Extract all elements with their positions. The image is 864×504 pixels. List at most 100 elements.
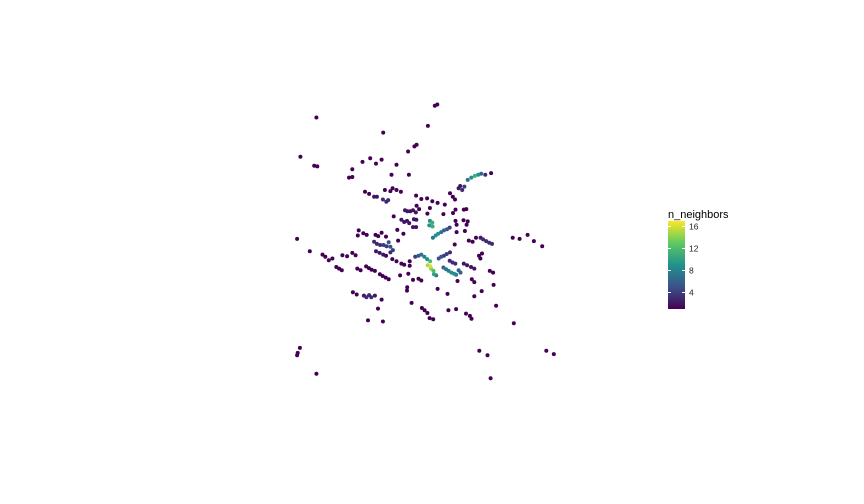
data-point: [367, 191, 372, 196]
data-point: [435, 102, 440, 107]
data-point: [377, 250, 382, 255]
data-point: [386, 240, 391, 245]
data-point: [453, 207, 458, 212]
data-point: [452, 242, 457, 247]
data-point: [465, 219, 470, 224]
data-point: [406, 271, 411, 276]
data-point: [389, 172, 394, 177]
data-point: [469, 265, 473, 269]
data-point: [395, 227, 400, 232]
data-point: [427, 223, 432, 228]
data-point: [540, 244, 545, 249]
data-point: [347, 175, 351, 180]
legend-tick-label: 12: [689, 244, 699, 254]
data-point: [453, 197, 457, 202]
data-point: [405, 288, 409, 293]
data-point: [414, 142, 419, 147]
data-point: [491, 270, 496, 275]
data-point: [464, 222, 469, 227]
data-point: [487, 268, 492, 273]
data-point: [407, 263, 412, 268]
data-point: [490, 241, 494, 246]
data-point: [489, 171, 494, 176]
data-point: [425, 311, 430, 315]
data-point: [476, 172, 481, 177]
data-point: [425, 257, 430, 262]
data-point: [481, 237, 486, 242]
data-point: [391, 214, 396, 219]
data-point: [484, 239, 489, 244]
data-point: [419, 306, 424, 310]
data-point: [474, 235, 478, 240]
data-point: [315, 164, 320, 169]
data-point: [394, 162, 399, 167]
data-point: [465, 263, 470, 268]
legend-tick-label: 4: [689, 288, 694, 298]
data-point: [453, 261, 458, 266]
data-point: [361, 231, 366, 236]
data-point: [398, 273, 403, 278]
data-point: [517, 236, 522, 241]
data-point: [414, 225, 419, 230]
data-point: [430, 224, 435, 229]
data-point: [368, 156, 373, 161]
data-point: [405, 285, 410, 290]
data-point: [364, 295, 369, 300]
data-point: [405, 209, 410, 214]
data-point: [445, 227, 449, 232]
data-point: [355, 233, 360, 238]
data-point: [453, 218, 458, 223]
data-point: [407, 259, 412, 264]
data-point: [472, 294, 477, 299]
data-point: [376, 306, 380, 311]
data-point: [479, 289, 484, 294]
data-point: [448, 191, 452, 196]
data-point: [454, 307, 459, 312]
data-point: [485, 353, 490, 358]
data-point: [454, 222, 459, 227]
data-point: [380, 274, 385, 278]
data-point: [451, 211, 455, 215]
data-point: [374, 241, 379, 246]
data-point: [369, 295, 374, 300]
data-point: [353, 253, 358, 258]
data-point: [480, 251, 484, 256]
data-point: [414, 193, 419, 198]
data-point: [350, 167, 355, 172]
data-point: [382, 188, 387, 192]
data-point: [407, 221, 412, 226]
data-point: [427, 206, 432, 210]
data-point: [425, 211, 430, 216]
data-point: [461, 218, 466, 223]
data-point: [345, 254, 350, 259]
data-point: [419, 278, 424, 283]
data-point: [372, 268, 377, 273]
data-point: [411, 277, 415, 282]
data-point: [402, 262, 407, 267]
legend-colorbar: [668, 221, 685, 309]
data-point: [396, 238, 401, 243]
data-point: [469, 175, 474, 180]
data-point: [384, 244, 389, 249]
data-point: [431, 317, 436, 322]
data-point: [465, 177, 470, 182]
data-point: [386, 277, 391, 282]
data-point: [339, 268, 344, 273]
data-point: [354, 292, 359, 297]
data-point: [452, 271, 457, 276]
data-point: [323, 254, 328, 259]
data-point: [414, 203, 419, 208]
data-point: [350, 175, 355, 179]
data-point: [379, 230, 384, 235]
data-point: [413, 210, 418, 215]
data-point: [384, 234, 388, 239]
data-point: [372, 239, 377, 244]
legend-tick-label: 8: [689, 266, 694, 276]
data-point: [314, 115, 319, 120]
points-layer: [295, 102, 556, 381]
data-point: [461, 261, 466, 266]
data-point: [466, 238, 471, 243]
data-point: [472, 173, 477, 178]
data-point: [350, 290, 355, 295]
